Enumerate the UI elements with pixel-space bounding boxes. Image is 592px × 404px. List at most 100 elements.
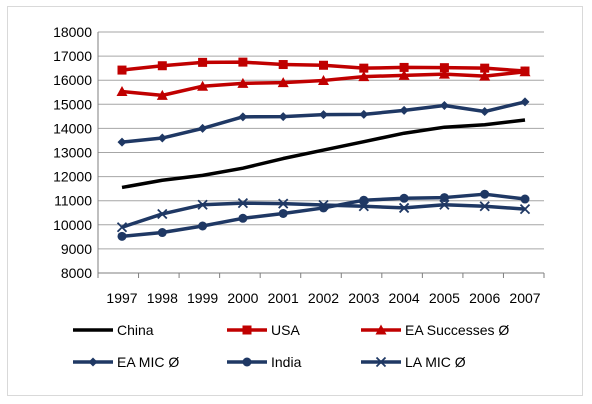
data-point-circle	[480, 189, 490, 199]
data-point-x	[197, 199, 208, 210]
x-tick-label: 1998	[147, 290, 178, 306]
legend-label: EA Successes Ø	[405, 322, 509, 338]
x-tick-label: 1999	[187, 290, 218, 306]
y-axis-ticks: 8000 9000 10000 11000 12000 13000 14000 15000 16…	[53, 24, 92, 281]
x-stroke	[157, 208, 168, 220]
x-stroke	[398, 202, 410, 214]
data-point-diamond	[480, 107, 490, 117]
data-point-x	[157, 208, 168, 220]
y-tick-label: 13000	[53, 145, 92, 161]
data-point-square	[157, 61, 167, 71]
data-point-square	[117, 65, 127, 75]
legend-label: EA MIC Ø	[117, 354, 179, 370]
x-stroke	[237, 197, 249, 209]
legend-item-china: China	[73, 322, 154, 338]
data-point-diamond	[278, 112, 288, 122]
data-point-diamond	[359, 109, 369, 119]
data-point-x	[479, 201, 490, 212]
data-point-circle	[520, 194, 530, 204]
data-point-triangle	[479, 70, 491, 81]
data-point-diamond	[319, 110, 328, 120]
data-point-x	[278, 198, 289, 209]
x-tick-label: 2004	[389, 290, 420, 306]
legend-label: India	[271, 354, 302, 370]
legend-label: LA MIC Ø	[405, 354, 466, 370]
legend-item-usa: USA	[227, 322, 300, 338]
legend-item-la-mic: LA MIC Ø	[361, 354, 466, 370]
data-point-diamond	[157, 133, 167, 143]
y-tick-label: 16000	[53, 72, 92, 88]
data-point-triangle	[197, 80, 209, 91]
y-tick-label: 17000	[53, 48, 92, 64]
data-point-x	[237, 197, 249, 209]
y-tick-label: 9000	[61, 241, 92, 257]
data-point-diamond	[520, 97, 530, 107]
x-tick-label: 2000	[227, 290, 258, 306]
data-point-circle	[198, 221, 208, 231]
series-line	[121, 118, 526, 190]
y-tick-label: 18000	[53, 24, 92, 40]
data-point-square	[359, 63, 369, 73]
data-point-triangle	[156, 89, 168, 100]
data-point-square	[238, 57, 248, 67]
data-point-triangle	[519, 66, 531, 77]
y-tick-label: 8000	[61, 265, 92, 281]
x-stroke	[358, 201, 369, 212]
data-point-circle	[242, 357, 252, 367]
data-point-circle	[278, 208, 288, 218]
series-ea-mic	[117, 97, 530, 147]
series-lines	[116, 57, 531, 241]
data-point-x	[519, 203, 531, 215]
legend-item-ea-successes: EA Successes Ø	[361, 322, 509, 338]
data-point-triangle	[237, 77, 249, 88]
x-tick-label: 2006	[469, 290, 500, 306]
legend-item-ea-mic: EA MIC Ø	[73, 354, 179, 370]
x-axis-ticks: 1997 1998 1999 2000 2001 2002 2003 2004 2005 2006…	[97, 273, 545, 306]
data-point-diamond	[238, 112, 248, 122]
data-point-square	[439, 63, 449, 73]
data-point-x	[375, 356, 387, 368]
data-point-x	[439, 199, 450, 210]
data-point-x	[398, 202, 410, 214]
legend-label: China	[117, 322, 154, 338]
legend-label: USA	[271, 322, 300, 338]
x-stroke	[439, 199, 450, 210]
data-point-triangle	[318, 74, 329, 85]
data-point-triangle	[277, 77, 289, 88]
data-point-square	[399, 62, 409, 72]
y-tick-label: 14000	[53, 120, 92, 136]
x-stroke	[519, 203, 531, 215]
legend-item-india: India	[227, 354, 302, 370]
data-point-diamond	[439, 101, 449, 111]
data-point-x	[116, 222, 128, 233]
data-point-square	[198, 57, 208, 67]
y-tick-label: 11000	[54, 193, 92, 209]
x-tick-label: 2003	[348, 290, 379, 306]
x-tick-label: 2007	[509, 290, 540, 306]
series-china	[121, 118, 526, 190]
x-stroke	[479, 201, 490, 212]
data-point-circle	[157, 228, 167, 238]
data-point-triangle	[375, 324, 387, 335]
data-point-square	[242, 325, 252, 335]
data-point-x	[318, 199, 329, 211]
data-point-triangle	[398, 69, 410, 80]
data-point-square	[319, 60, 328, 70]
data-point-diamond	[117, 137, 127, 147]
data-point-x	[358, 201, 369, 212]
y-tick-label: 12000	[53, 169, 92, 185]
x-tick-label: 2001	[268, 290, 299, 306]
data-point-square	[480, 63, 490, 73]
data-point-circle	[238, 213, 248, 223]
series-india	[117, 189, 530, 241]
x-stroke	[278, 198, 289, 209]
data-point-circle	[359, 195, 369, 205]
series-la-mic	[116, 197, 531, 233]
series-usa	[117, 57, 530, 76]
series-ea-successes	[116, 66, 531, 100]
series-line	[121, 100, 526, 144]
data-point-triangle	[438, 68, 450, 79]
x-tick-label: 1997	[106, 290, 137, 306]
data-point-triangle	[116, 86, 128, 97]
